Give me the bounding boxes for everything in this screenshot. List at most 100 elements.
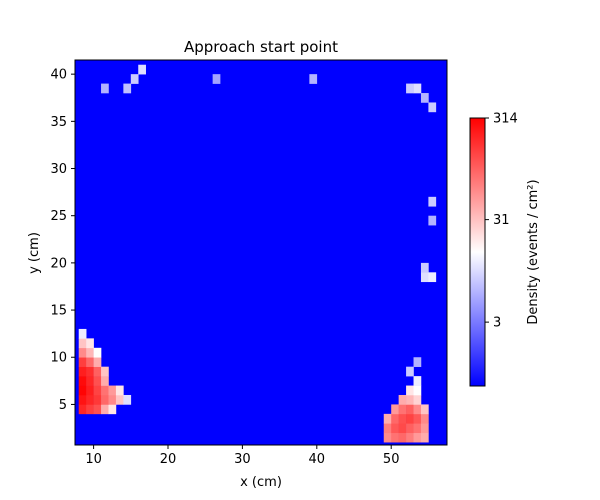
colorbar-ticks: 3 31 314 [485, 112, 518, 331]
heatmap-cell [115, 394, 124, 405]
heatmap-cell [428, 196, 437, 207]
heatmap-cell [78, 347, 87, 358]
heatmap-cell [93, 376, 102, 386]
heatmap-cell [123, 83, 132, 94]
y-tick-label: 25 [50, 209, 67, 224]
heatmap-cell [212, 74, 221, 84]
heatmap-background [75, 60, 447, 445]
heatmap-cell [86, 366, 94, 377]
heatmap-cell [428, 215, 437, 226]
heatmap-cell [108, 404, 117, 415]
heatmap-cell [413, 394, 422, 405]
heatmap-cell [86, 357, 94, 367]
heatmap-cell [93, 366, 102, 377]
y-tick-label: 10 [50, 351, 67, 366]
heatmap-cell [420, 93, 429, 103]
colorbar-gradient [469, 117, 486, 387]
heatmap-cell [93, 394, 102, 405]
heatmap-cell [78, 404, 87, 415]
y-axis-ticks: 5 10 15 20 25 30 35 40 [50, 68, 75, 413]
heatmap-cell [406, 413, 414, 424]
y-tick-label: 5 [59, 398, 67, 413]
heatmap-cells [78, 64, 437, 443]
heatmap-cell [130, 74, 139, 84]
plot-area [75, 60, 447, 445]
heatmap-cell [391, 413, 399, 424]
y-tick-label: 15 [50, 304, 67, 319]
heatmap-cell [78, 385, 87, 396]
heatmap-cell [101, 404, 109, 415]
heatmap-cell [406, 423, 414, 434]
heatmap-cell [413, 376, 422, 386]
heatmap-cell [101, 366, 109, 377]
heatmap-cell [406, 394, 414, 405]
colorbar-tick-label: 31 [493, 213, 510, 228]
heatmap-cell [383, 423, 392, 434]
colorbar: 3 31 314 Density (events / cm²) [469, 112, 541, 387]
heatmap-cell [391, 423, 399, 434]
heatmap-cell [86, 338, 94, 349]
heatmap-cell [398, 413, 407, 424]
heatmap-cell [115, 385, 124, 396]
x-tick-label: 10 [85, 452, 102, 467]
colorbar-label: Density (events / cm²) [526, 179, 541, 324]
heatmap-cell [86, 385, 94, 396]
heatmap-cell [420, 413, 429, 424]
heatmap-cell [406, 385, 414, 396]
heatmap-cell [428, 102, 437, 113]
heatmap-cell [78, 376, 87, 386]
heatmap-cell [391, 432, 399, 443]
heatmap-cell [93, 385, 102, 396]
heatmap-cell [101, 394, 109, 405]
heatmap-cell [86, 376, 94, 386]
heatmap-cell [413, 83, 422, 94]
chart-title: Approach start point [184, 38, 338, 56]
heatmap-cell [398, 432, 407, 443]
heatmap-cell [138, 64, 146, 75]
heatmap-cell [93, 404, 102, 415]
heatmap-cell [101, 385, 109, 396]
heatmap-cell [78, 328, 87, 339]
heatmap-cell [86, 347, 94, 358]
y-tick-label: 30 [50, 162, 67, 177]
heatmap-cell [383, 413, 392, 424]
heatmap-cell [420, 423, 429, 434]
heatmap-cell [406, 432, 414, 443]
heatmap-cell [413, 432, 422, 443]
heatmap-cell [123, 394, 132, 405]
heatmap-cell [86, 394, 94, 405]
heatmap-cell [78, 338, 87, 349]
heatmap-cell [398, 404, 407, 415]
heatmap-cell [398, 423, 407, 434]
heatmap-cell [420, 272, 429, 283]
x-tick-label: 50 [383, 452, 400, 467]
heatmap-cell [428, 272, 437, 283]
x-axis-label: x (cm) [240, 475, 282, 490]
heatmap-cell [413, 423, 422, 434]
x-tick-label: 40 [309, 452, 326, 467]
heatmap-cell [413, 404, 422, 415]
heatmap-cell [78, 394, 87, 405]
heatmap-cell [78, 366, 87, 377]
heatmap-cell [93, 357, 102, 367]
heatmap-cell [406, 404, 414, 415]
heatmap-cell [309, 74, 318, 84]
heatmap-cell [101, 83, 109, 94]
y-tick-label: 20 [50, 256, 67, 271]
heatmap-cell [108, 394, 117, 405]
heatmap-cell [413, 413, 422, 424]
heatmap-cell [108, 385, 117, 396]
heatmap-cell [398, 394, 407, 405]
heatmap-cell [406, 83, 414, 94]
heatmap-cell [78, 357, 87, 367]
heatmap-cell [391, 404, 399, 415]
heatmap-cell [101, 376, 109, 386]
heatmap-cell [93, 347, 102, 358]
x-axis-ticks: 10 20 30 40 50 [85, 445, 399, 467]
heatmap-cell [420, 262, 429, 273]
colorbar-tick-label: 314 [493, 112, 518, 127]
x-tick-label: 30 [234, 452, 251, 467]
heatmap-cell [86, 404, 94, 415]
heatmap-cell [406, 366, 414, 377]
